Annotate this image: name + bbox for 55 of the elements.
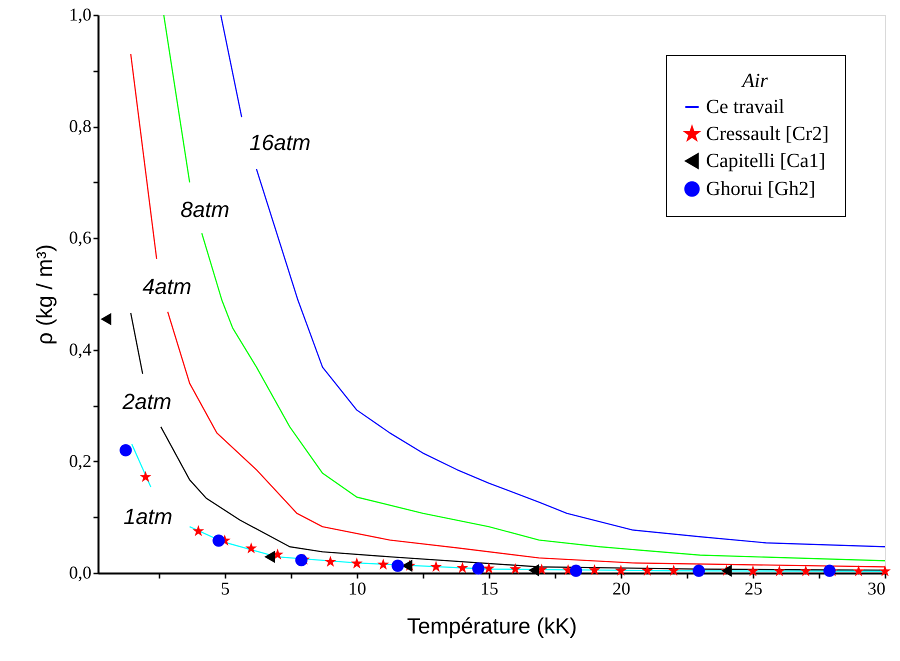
y-tick-label: 0,6 xyxy=(69,228,92,248)
y-tick-label: 1,0 xyxy=(69,4,92,24)
point xyxy=(588,564,600,576)
point xyxy=(615,564,627,576)
point xyxy=(852,565,864,576)
point xyxy=(212,534,225,547)
y-tick-label: 0,8 xyxy=(69,116,92,136)
annotation: 16atm xyxy=(249,130,311,155)
x-tick-label: 10 xyxy=(348,578,366,598)
point xyxy=(120,444,132,456)
annotation: 2atm xyxy=(122,389,172,414)
point xyxy=(823,564,836,577)
point xyxy=(483,562,495,574)
point xyxy=(350,557,363,568)
point xyxy=(324,556,336,567)
point xyxy=(570,564,582,577)
point xyxy=(192,525,204,536)
point xyxy=(377,558,390,570)
annotation: 4atm xyxy=(142,274,192,299)
point xyxy=(140,470,152,482)
y-tick-label: 0,0 xyxy=(69,562,92,582)
y-tick-label: 0,2 xyxy=(69,450,92,471)
point xyxy=(879,565,891,576)
y-tick-label: 0,4 xyxy=(69,339,92,360)
point xyxy=(528,564,540,576)
legend-title: Air xyxy=(740,70,768,92)
y-axis-title: ρ (kg / m³) xyxy=(32,244,57,345)
point xyxy=(430,560,442,572)
x-axis-title: Température (kK) xyxy=(407,614,577,638)
x-tick-label: 15 xyxy=(480,578,498,598)
point xyxy=(641,564,654,576)
point xyxy=(668,564,680,576)
point xyxy=(747,565,759,576)
x-tick-label: 20 xyxy=(612,578,630,598)
point xyxy=(692,564,705,577)
point xyxy=(472,562,484,575)
point xyxy=(295,554,308,566)
point xyxy=(100,312,112,326)
x-tick-label: 25 xyxy=(744,578,762,598)
annotation: 1atm xyxy=(124,504,172,529)
x-tick-label: 30 xyxy=(868,578,886,598)
legend-label: Cressault [Cr2] xyxy=(706,123,829,145)
point xyxy=(509,562,522,574)
point xyxy=(456,562,468,573)
line-series xyxy=(201,232,886,562)
point xyxy=(392,560,404,572)
point xyxy=(800,565,812,576)
point xyxy=(774,565,786,576)
annotation: 8atm xyxy=(180,197,230,222)
legend-label: Capitelli [Ca1] xyxy=(706,150,826,172)
legend-label: Ghorui [Gh2] xyxy=(706,178,816,200)
point xyxy=(245,542,257,554)
legend-label: Ce travail xyxy=(706,96,785,118)
point xyxy=(264,550,275,563)
x-tick-label: 5 xyxy=(220,578,230,598)
